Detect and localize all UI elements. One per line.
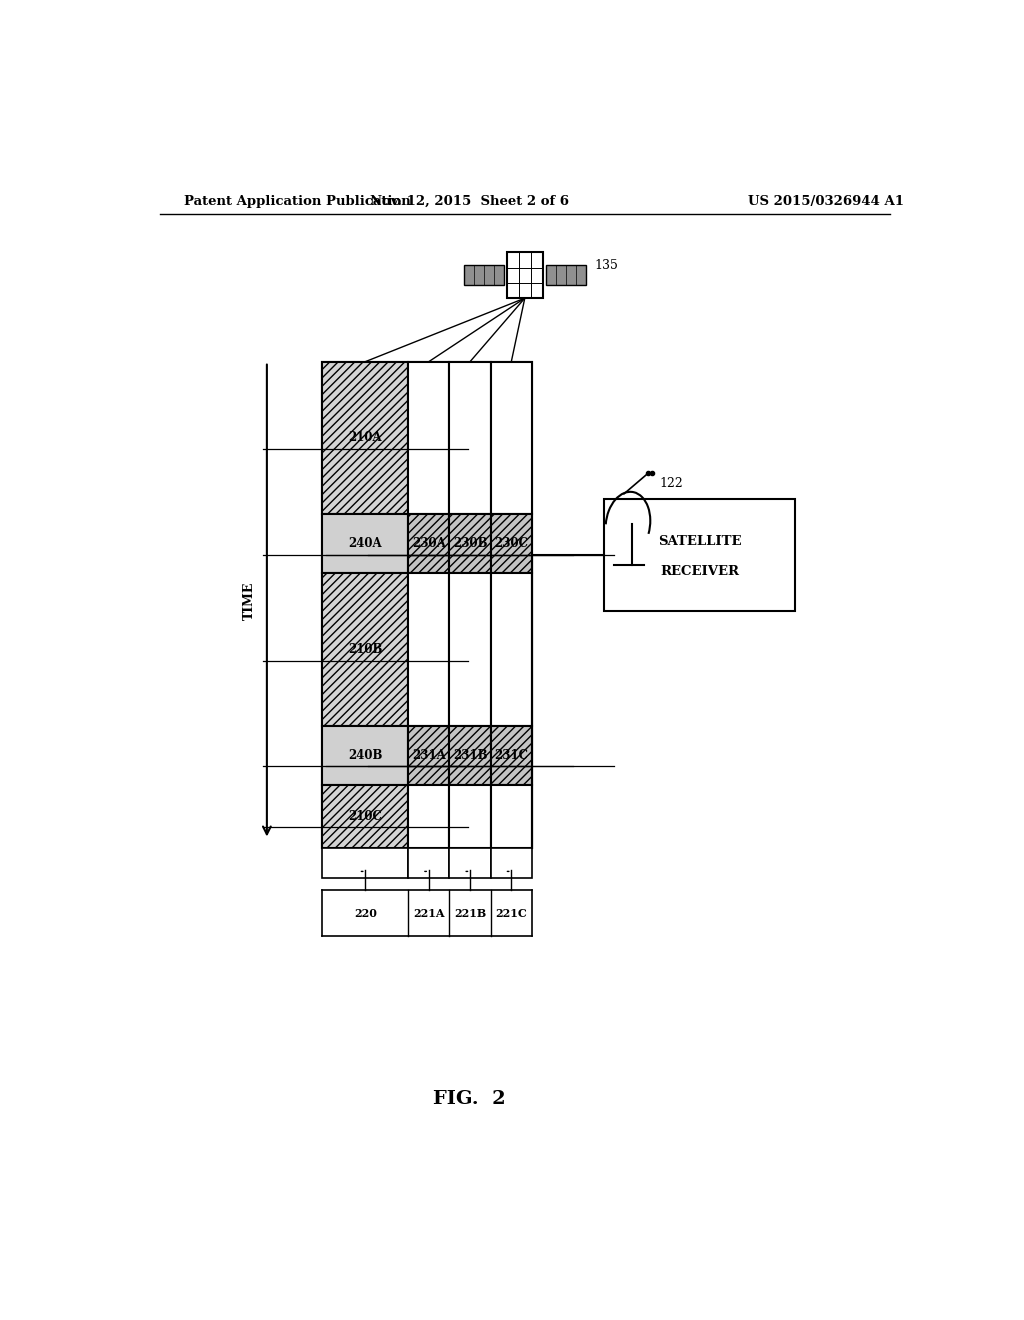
Text: 230A: 230A: [412, 537, 445, 550]
Text: 210C: 210C: [348, 809, 382, 822]
Bar: [409, 513, 450, 573]
Text: TIME: TIME: [243, 581, 256, 619]
Text: 220: 220: [354, 908, 377, 919]
Bar: [507, 252, 543, 298]
Text: 230C: 230C: [495, 537, 528, 550]
Text: 221B: 221B: [454, 908, 486, 919]
Bar: [450, 513, 490, 573]
Text: 231C: 231C: [495, 748, 528, 762]
Bar: [450, 847, 490, 878]
Text: 135: 135: [594, 259, 618, 272]
Bar: [323, 726, 409, 784]
Bar: [546, 265, 586, 285]
Bar: [450, 726, 490, 784]
Text: FIG.  2: FIG. 2: [433, 1089, 506, 1107]
Bar: [450, 784, 490, 847]
Text: RECEIVER: RECEIVER: [659, 565, 739, 578]
Text: 221C: 221C: [496, 908, 527, 919]
Text: 210A: 210A: [348, 432, 382, 445]
Bar: [323, 573, 409, 726]
Text: US 2015/0326944 A1: US 2015/0326944 A1: [749, 194, 904, 207]
Text: Nov. 12, 2015  Sheet 2 of 6: Nov. 12, 2015 Sheet 2 of 6: [370, 194, 568, 207]
Bar: [490, 726, 531, 784]
Bar: [323, 847, 409, 878]
Bar: [490, 573, 531, 726]
Bar: [323, 362, 531, 847]
Text: 240A: 240A: [348, 537, 382, 550]
Bar: [604, 499, 795, 611]
Text: 231A: 231A: [412, 748, 445, 762]
Bar: [409, 726, 450, 784]
Text: 122: 122: [659, 477, 683, 490]
Bar: [450, 362, 490, 515]
Bar: [450, 573, 490, 726]
Bar: [409, 573, 450, 726]
Text: 240B: 240B: [348, 748, 383, 762]
Text: 231B: 231B: [453, 748, 487, 762]
Bar: [323, 362, 409, 515]
Bar: [323, 784, 409, 847]
Bar: [490, 513, 531, 573]
Bar: [490, 847, 531, 878]
Bar: [409, 784, 450, 847]
Text: 210B: 210B: [348, 643, 383, 656]
Text: 230B: 230B: [453, 537, 487, 550]
Bar: [323, 513, 409, 573]
Bar: [464, 265, 504, 285]
Text: 221A: 221A: [413, 908, 444, 919]
Text: SATELLITE: SATELLITE: [657, 535, 741, 548]
Bar: [409, 362, 450, 515]
Text: Patent Application Publication: Patent Application Publication: [183, 194, 411, 207]
Bar: [409, 847, 450, 878]
Bar: [490, 784, 531, 847]
Bar: [490, 362, 531, 515]
